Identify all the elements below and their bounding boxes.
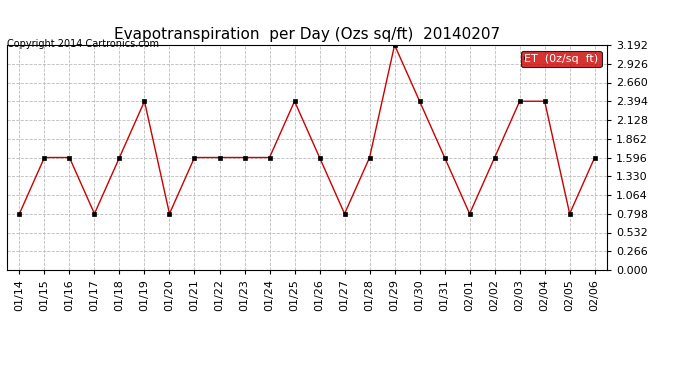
Legend: ET  (0z/sq  ft): ET (0z/sq ft) xyxy=(521,51,602,67)
Title: Evapotranspiration  per Day (Ozs sq/ft)  20140207: Evapotranspiration per Day (Ozs sq/ft) 2… xyxy=(114,27,500,42)
Text: Copyright 2014 Cartronics.com: Copyright 2014 Cartronics.com xyxy=(7,39,159,50)
